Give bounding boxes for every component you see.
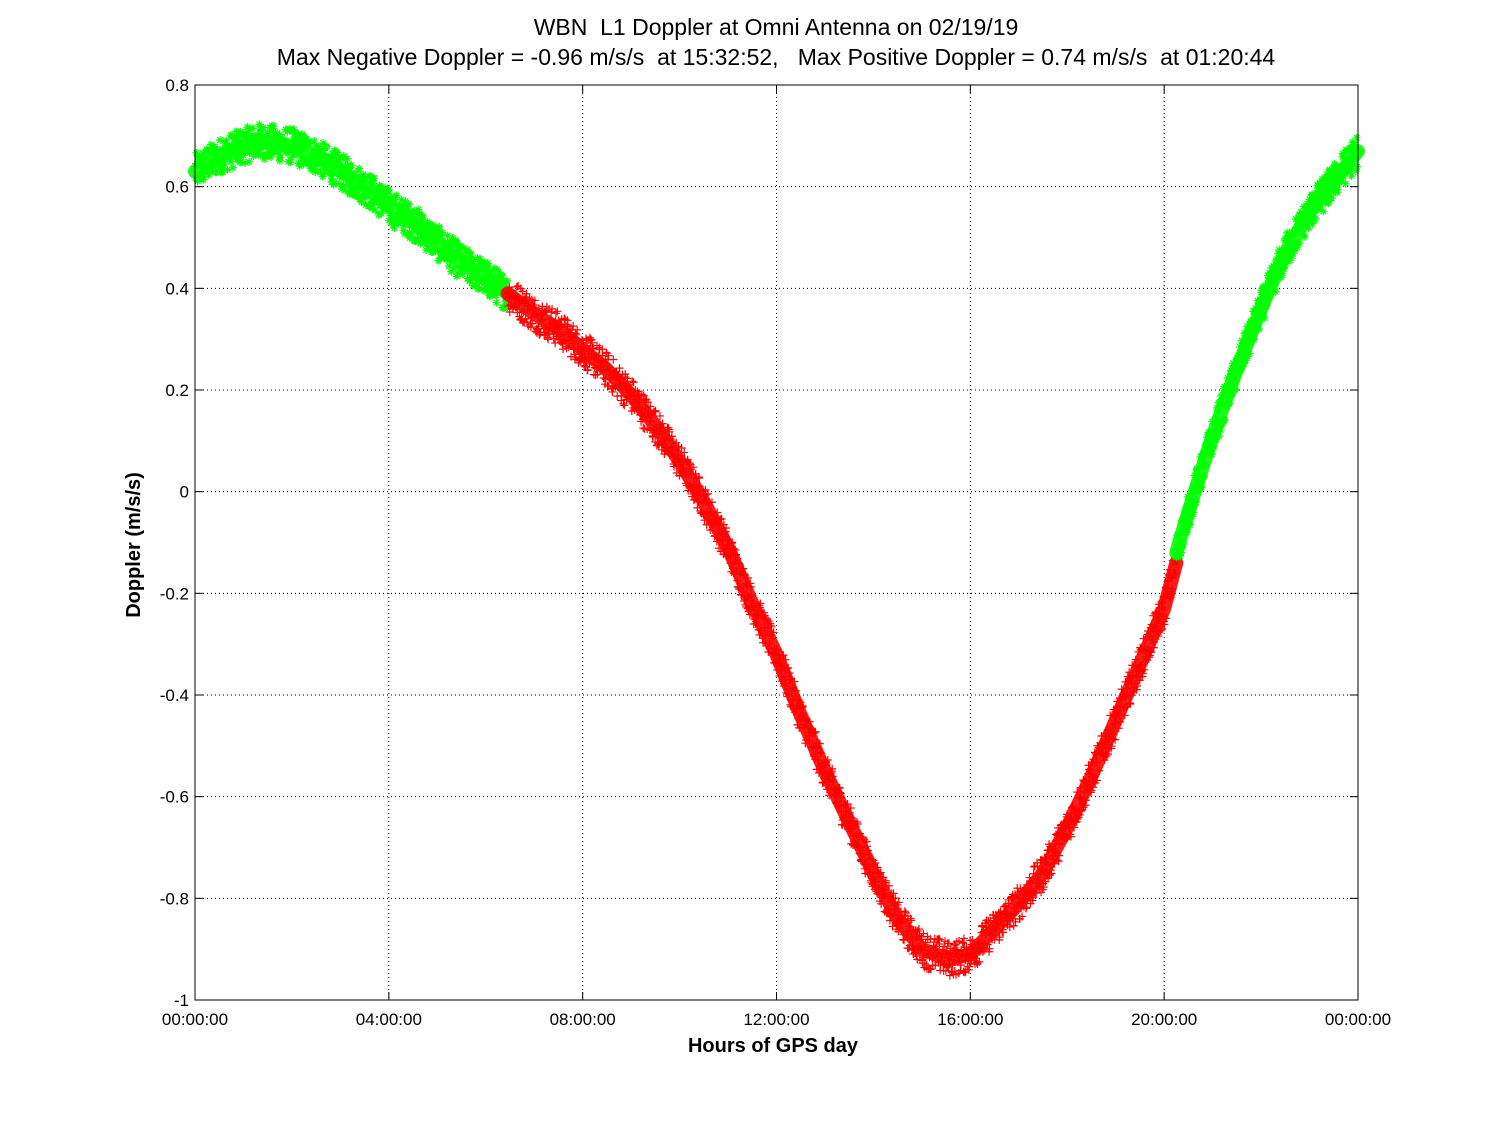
data-point (217, 154, 222, 159)
y-tick-label: -0.2 (160, 584, 189, 603)
data-point (798, 713, 803, 718)
data-point (386, 205, 391, 209)
data-point (919, 947, 924, 952)
data-point (1113, 718, 1118, 723)
y-tick-label: 0 (180, 483, 189, 502)
y-tick-label: 0.6 (165, 178, 189, 197)
data-point (1307, 210, 1312, 215)
data-point (1041, 870, 1046, 875)
data-point (556, 327, 561, 331)
data-point (946, 957, 951, 962)
data-point (483, 276, 488, 281)
data-point (1174, 560, 1179, 565)
data-point (653, 423, 658, 428)
data-point (314, 154, 319, 159)
data-point (580, 347, 585, 352)
data-point (1186, 510, 1191, 514)
y-tick-label: 0.8 (165, 76, 189, 95)
series-3 (1169, 133, 1365, 562)
data-point (726, 545, 731, 550)
x-tick-label: 20:00:00 (1131, 1010, 1197, 1029)
data-point (1089, 774, 1094, 779)
data-point (677, 459, 682, 464)
data-point (1016, 901, 1021, 906)
data-point (1065, 825, 1070, 830)
data-point (871, 870, 876, 875)
data-point (362, 184, 367, 189)
x-tick-label: 00:00:00 (162, 1010, 228, 1029)
data-point (338, 169, 343, 174)
x-tick-label: 08:00:00 (550, 1010, 616, 1029)
data-point (532, 311, 537, 316)
data-point (435, 240, 440, 245)
y-tick-label: 0.4 (165, 279, 189, 298)
series-2 (500, 281, 1184, 980)
data-point (701, 499, 706, 504)
data-point (847, 820, 852, 825)
y-tick-label: -0.6 (160, 788, 189, 807)
y-axis-label: Doppler (m/s/s) (123, 472, 145, 618)
x-tick-label: 16:00:00 (937, 1010, 1003, 1029)
data-point (241, 144, 246, 148)
data-point (822, 769, 827, 774)
data-point (750, 601, 755, 606)
y-tick-label: -0.8 (160, 889, 189, 908)
data-point (1210, 433, 1215, 438)
x-tick-label: 04:00:00 (356, 1010, 422, 1029)
data-point (1283, 250, 1288, 255)
data-point (895, 916, 900, 921)
y-tick-label: 0.2 (165, 381, 189, 400)
data-point (1259, 306, 1264, 311)
data-point (1234, 367, 1239, 372)
data-point (1137, 662, 1142, 667)
data-point (258, 138, 263, 143)
axis-ticks: 00:00:00 04:00:00 08:00:00 12:00:00 16:00:00… (160, 76, 1391, 1029)
data-point (289, 144, 294, 148)
data-point (505, 291, 510, 296)
data-point (992, 926, 997, 931)
y-tick-label: -0.4 (160, 686, 189, 705)
data-point (1331, 179, 1336, 184)
series-line (188, 133, 515, 301)
data-point (1162, 606, 1167, 611)
data-point (459, 260, 464, 265)
x-axis-label: Hours of GPS day (688, 1035, 859, 1057)
data-point (774, 652, 779, 657)
data-point (604, 367, 609, 372)
data-point (1174, 550, 1179, 555)
data-point (411, 220, 416, 225)
data-point (968, 952, 973, 957)
grid-lines (195, 85, 1358, 1000)
chart-subtitle: Max Negative Doppler = -0.96 m/s/s at 15… (276, 44, 1276, 70)
x-tick-label: 12:00:00 (743, 1010, 809, 1029)
chart-title: WBN L1 Doppler at Omni Antenna on 02/19/… (533, 14, 1019, 40)
x-tick-label: 00:00:00 (1325, 1010, 1391, 1029)
data-point (629, 393, 634, 398)
y-tick-label: -1 (174, 991, 189, 1010)
series-layer (188, 120, 1365, 980)
